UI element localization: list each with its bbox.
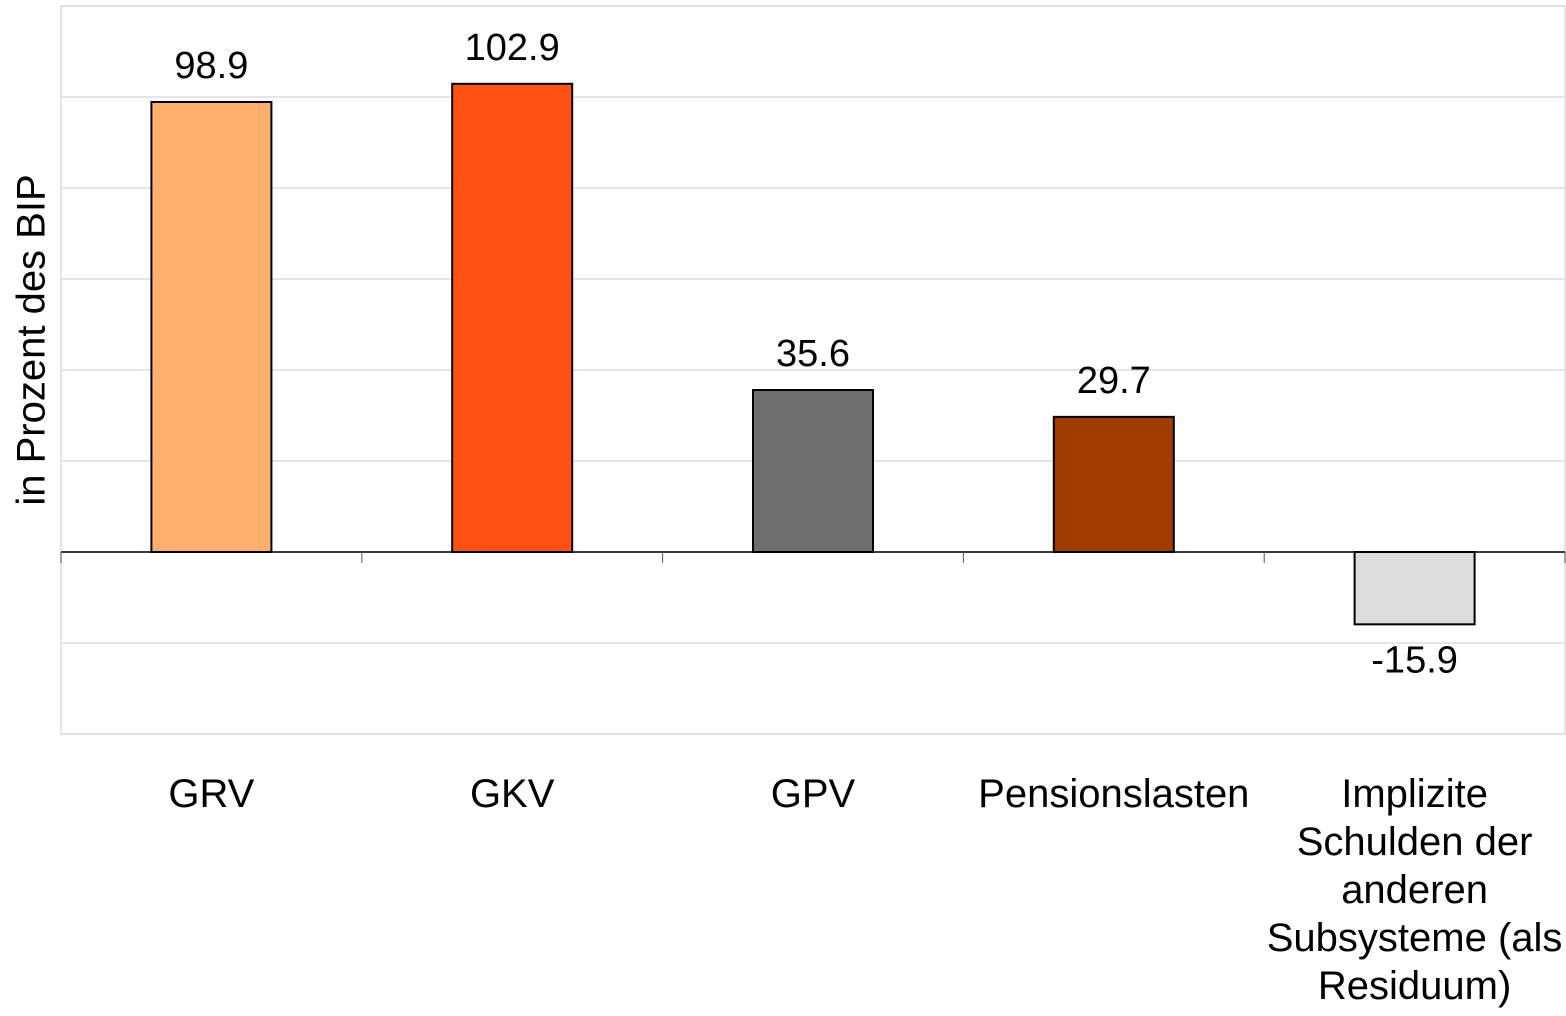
- x-tick-label: Pensionslasten: [978, 772, 1250, 816]
- x-tick-label: GPV: [770, 772, 856, 816]
- y-axis-label: in Prozent des BIP: [10, 174, 54, 505]
- value-label: 29.7: [1077, 360, 1151, 402]
- bar: [1052, 415, 1175, 553]
- value-label: 102.9: [465, 27, 560, 69]
- value-label: 35.6: [776, 333, 850, 375]
- value-label: -15.9: [1371, 639, 1458, 681]
- bar: [150, 101, 273, 553]
- x-tick-label: GKV: [469, 772, 555, 816]
- bar: [752, 389, 874, 553]
- x-tick-label: GRV: [168, 772, 255, 816]
- bar: [1353, 551, 1476, 626]
- bar: [451, 82, 574, 554]
- value-label: 98.9: [174, 45, 248, 87]
- x-tick-label: Implizite Schulden der anderen Subsystem…: [1266, 772, 1563, 1008]
